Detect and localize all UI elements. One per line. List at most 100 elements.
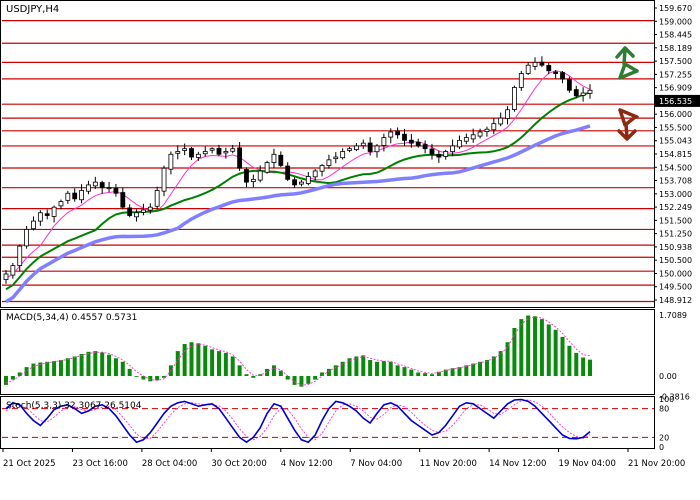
macd-bar bbox=[65, 358, 70, 376]
candle-body bbox=[79, 190, 84, 201]
candle-body bbox=[477, 131, 483, 137]
candle-body bbox=[470, 134, 476, 140]
macd-signal-line bbox=[5, 316, 591, 386]
price-axis-label: 159.670 bbox=[659, 4, 692, 13]
macd-bar bbox=[72, 356, 77, 376]
up-arrow-icon bbox=[615, 46, 639, 80]
candle-body bbox=[560, 72, 565, 80]
candle-body bbox=[65, 192, 71, 201]
price-panel-frame bbox=[0, 0, 655, 308]
candle-body bbox=[388, 131, 394, 138]
macd-bar bbox=[38, 362, 43, 376]
candle-body bbox=[429, 148, 435, 155]
macd-bar bbox=[512, 328, 517, 376]
candle-body bbox=[463, 137, 469, 142]
macd-axis-label: -0.3816 bbox=[659, 393, 690, 402]
macd-bar bbox=[113, 358, 118, 376]
macd-bar bbox=[292, 376, 297, 385]
stochastic-axis-label: 0 bbox=[659, 443, 664, 452]
macd-bar bbox=[340, 361, 345, 376]
moving-average-line bbox=[5, 91, 591, 291]
candle-body bbox=[278, 154, 284, 166]
candle-body bbox=[154, 190, 160, 207]
time-axis-label: 14 Nov 12:00 bbox=[489, 459, 546, 469]
macd-bar bbox=[196, 343, 201, 376]
macd-bar bbox=[210, 349, 215, 376]
macd-bar bbox=[484, 360, 489, 376]
candle-body bbox=[264, 162, 270, 173]
candle-body bbox=[539, 61, 545, 66]
macd-bar bbox=[347, 358, 352, 376]
price-axis-label: 153.708 bbox=[659, 177, 692, 186]
candle-body bbox=[402, 133, 407, 141]
stochastic-title: Stoch(5,3,3) 32.3067 26.5104 bbox=[6, 401, 142, 411]
candle-body bbox=[44, 213, 50, 216]
macd-bar bbox=[10, 376, 15, 380]
candle-body bbox=[457, 139, 462, 148]
price-axis-label: 155.500 bbox=[659, 123, 692, 132]
macd-bar bbox=[526, 315, 531, 376]
macd-panel-frame bbox=[0, 309, 655, 395]
candle-body bbox=[223, 151, 229, 154]
macd-bar bbox=[285, 376, 290, 380]
macd-bar bbox=[299, 376, 304, 387]
macd-bar bbox=[450, 368, 455, 376]
stochastic-d-line bbox=[5, 399, 591, 441]
stochastic-axis-label: 20 bbox=[659, 433, 669, 442]
time-axis-label: 21 Oct 2025 bbox=[3, 459, 56, 469]
macd-bar bbox=[553, 329, 558, 376]
candle-body bbox=[285, 165, 291, 180]
candle-body bbox=[216, 148, 222, 155]
candle-body bbox=[244, 169, 249, 183]
macd-axis-label: 0.00 bbox=[659, 372, 677, 381]
macd-bar bbox=[134, 376, 139, 377]
candle-body bbox=[37, 212, 43, 222]
macd-bar bbox=[326, 368, 331, 376]
macd-bar bbox=[471, 363, 476, 376]
macd-bar bbox=[478, 361, 483, 376]
candle-body bbox=[113, 188, 119, 194]
candle-body bbox=[51, 206, 57, 217]
time-axis-label: 21 Nov 20:00 bbox=[628, 459, 685, 469]
macd-bar bbox=[381, 361, 386, 376]
candle-body bbox=[415, 141, 421, 147]
candle-body bbox=[518, 73, 524, 88]
candle-body bbox=[312, 170, 318, 178]
candle-body bbox=[195, 153, 201, 158]
candle-body bbox=[72, 192, 78, 200]
moving-average-lines bbox=[5, 70, 591, 304]
candle-body bbox=[230, 148, 236, 152]
macd-bar bbox=[237, 365, 242, 376]
candle-body bbox=[450, 145, 455, 152]
candle-body bbox=[237, 147, 243, 169]
macd-bar bbox=[533, 316, 538, 376]
candle-body bbox=[120, 192, 126, 208]
candle-body bbox=[182, 148, 188, 151]
macd-bar bbox=[560, 336, 565, 376]
macd-bar bbox=[588, 359, 592, 376]
macd-bar bbox=[320, 372, 325, 376]
price-axis-label: 151.500 bbox=[659, 216, 692, 225]
price-axis-label: 150.938 bbox=[659, 243, 692, 252]
candle-body bbox=[106, 187, 112, 190]
macd-bar bbox=[395, 365, 400, 376]
candle-body bbox=[566, 79, 572, 91]
macd-bar bbox=[443, 369, 448, 376]
macd-bar bbox=[271, 365, 276, 376]
macd-bar bbox=[457, 367, 462, 376]
candle-body bbox=[10, 265, 16, 276]
candle-body bbox=[333, 156, 339, 160]
candle-body bbox=[367, 142, 373, 152]
moving-average-line bbox=[5, 70, 591, 279]
price-axis-label: 151.250 bbox=[659, 230, 692, 239]
macd-bar bbox=[567, 345, 572, 376]
macd-bar bbox=[498, 351, 503, 376]
macd-histogram bbox=[4, 315, 592, 387]
candle-body bbox=[326, 159, 332, 166]
time-axis-label: 30 Oct 20:00 bbox=[211, 459, 266, 469]
candle-body bbox=[257, 170, 263, 181]
price-axis: 159.670 159.000 158.445 158.189 157.500 157.2… bbox=[654, 4, 700, 305]
candle-body bbox=[299, 181, 304, 185]
stochastic-panel-frame bbox=[0, 396, 655, 449]
